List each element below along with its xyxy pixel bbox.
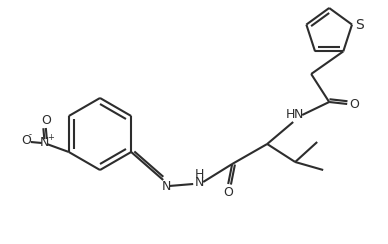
Text: N: N xyxy=(293,109,303,122)
Text: O: O xyxy=(223,185,233,199)
Text: N: N xyxy=(194,175,204,189)
Text: H: H xyxy=(194,167,204,181)
Text: N: N xyxy=(161,181,171,193)
Text: O: O xyxy=(349,98,359,111)
Text: N: N xyxy=(40,136,50,150)
Text: S: S xyxy=(355,18,364,31)
Text: H: H xyxy=(286,109,295,122)
Text: O: O xyxy=(41,114,51,128)
Text: O: O xyxy=(21,134,31,148)
Text: -: - xyxy=(28,131,31,140)
Text: +: + xyxy=(47,132,54,142)
